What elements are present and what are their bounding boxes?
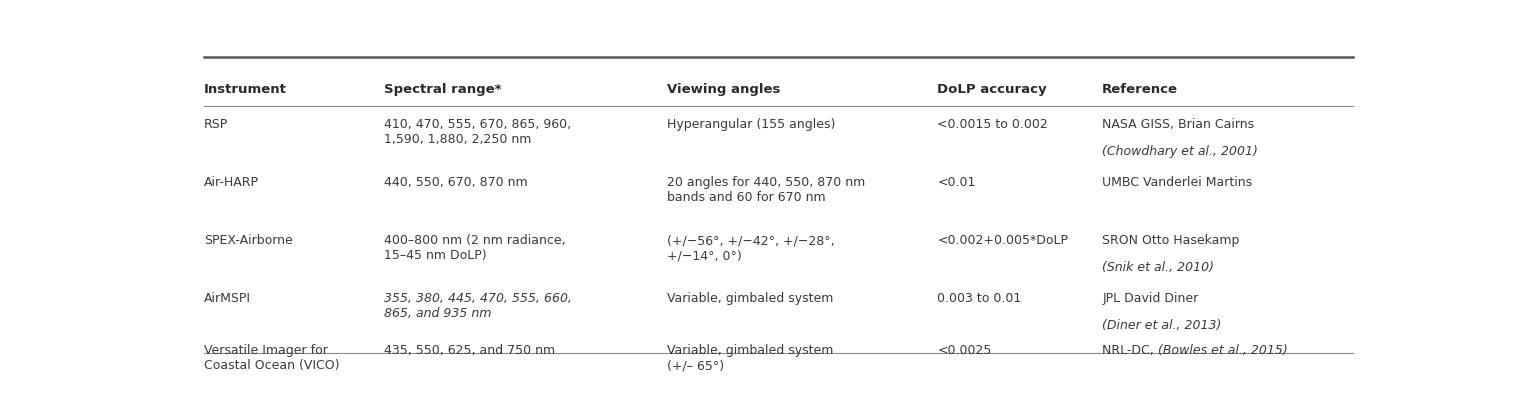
Text: Spectral range*: Spectral range*	[384, 83, 501, 96]
Text: Versatile Imager for
Coastal Ocean (VICO): Versatile Imager for Coastal Ocean (VICO…	[204, 344, 340, 372]
Text: 435, 550, 625, and 750 nm: 435, 550, 625, and 750 nm	[384, 344, 556, 357]
Text: <0.0025: <0.0025	[937, 344, 992, 357]
Text: 400–800 nm (2 nm radiance,
15–45 nm DoLP): 400–800 nm (2 nm radiance, 15–45 nm DoLP…	[384, 234, 565, 262]
Text: RSP: RSP	[204, 118, 228, 131]
Text: Reference: Reference	[1103, 83, 1179, 96]
Text: 0.003 to 0.01: 0.003 to 0.01	[937, 292, 1022, 305]
Text: 20 angles for 440, 550, 870 nm
bands and 60 for 670 nm: 20 angles for 440, 550, 870 nm bands and…	[667, 176, 864, 204]
Text: (Snik et al., 2010): (Snik et al., 2010)	[1103, 261, 1214, 274]
Text: <0.01: <0.01	[937, 176, 975, 189]
Text: Instrument: Instrument	[204, 83, 287, 96]
Text: NRL-DC,: NRL-DC,	[1103, 344, 1157, 357]
Text: (Bowles et al., 2015): (Bowles et al., 2015)	[1157, 344, 1288, 357]
Text: Air-HARP: Air-HARP	[204, 176, 260, 189]
Text: Viewing angles: Viewing angles	[667, 83, 781, 96]
Text: Variable, gimbaled system: Variable, gimbaled system	[667, 292, 832, 305]
Text: <0.0015 to 0.002: <0.0015 to 0.002	[937, 118, 1048, 131]
Text: SRON Otto Hasekamp: SRON Otto Hasekamp	[1103, 234, 1240, 247]
Text: Variable, gimbaled system
(+/– 65°): Variable, gimbaled system (+/– 65°)	[667, 344, 832, 372]
Text: 410, 470, 555, 670, 865, 960,
1,590, 1,880, 2,250 nm: 410, 470, 555, 670, 865, 960, 1,590, 1,8…	[384, 118, 571, 146]
Text: AirMSPI: AirMSPI	[204, 292, 251, 305]
Text: SPEX-Airborne: SPEX-Airborne	[204, 234, 293, 247]
Text: 355, 380, 445, 470, 555, 660,
865, and 935 nm: 355, 380, 445, 470, 555, 660, 865, and 9…	[384, 292, 573, 320]
Text: (+/−56°, +/−42°, +/−28°,
+/−14°, 0°): (+/−56°, +/−42°, +/−28°, +/−14°, 0°)	[667, 234, 834, 262]
Text: (Chowdhary et al., 2001): (Chowdhary et al., 2001)	[1103, 145, 1258, 158]
Text: <0.002+0.005*DoLP: <0.002+0.005*DoLP	[937, 234, 1068, 247]
Text: DoLP accuracy: DoLP accuracy	[937, 83, 1047, 96]
Text: Hyperangular (155 angles): Hyperangular (155 angles)	[667, 118, 835, 131]
Text: 440, 550, 670, 870 nm: 440, 550, 670, 870 nm	[384, 176, 527, 189]
Text: NASA GISS, Brian Cairns: NASA GISS, Brian Cairns	[1103, 118, 1255, 131]
Text: (Diner et al., 2013): (Diner et al., 2013)	[1103, 319, 1221, 332]
Text: UMBC Vanderlei Martins: UMBC Vanderlei Martins	[1103, 176, 1252, 189]
Text: JPL David Diner: JPL David Diner	[1103, 292, 1198, 305]
